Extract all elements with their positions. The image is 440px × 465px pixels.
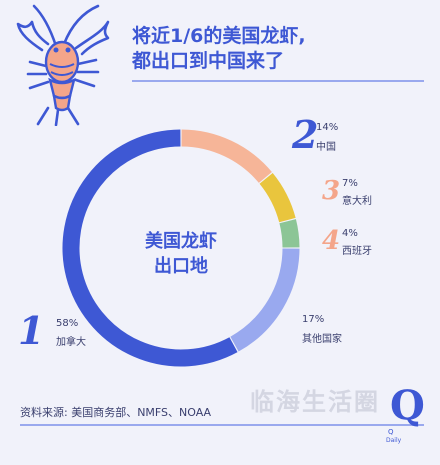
slice-name: 西班牙: [342, 246, 372, 257]
publisher-logo: Q Q Daily: [386, 382, 425, 456]
donut-slice-2: [259, 172, 296, 223]
donut-slice-1: [181, 129, 272, 184]
logo-subtitle: Q: [388, 428, 394, 436]
donut-slice-3: [279, 219, 300, 248]
lobster-illustration-icon: [16, 4, 110, 126]
center-label-line-2: 出口地: [154, 256, 208, 277]
slice-percent: 17%: [302, 314, 325, 325]
chart-title-line-2: 都出口到中国来了: [132, 50, 285, 72]
slice-percent: 14%: [316, 122, 339, 133]
slice-name: 加拿大: [56, 337, 86, 348]
rank-number: 3: [322, 176, 341, 206]
chart-title: 将近1/6的美国龙虾, 都出口到中国来了: [132, 24, 432, 74]
slice-name: 中国: [316, 142, 336, 153]
footer-divider: [20, 424, 424, 426]
source-note: 资料来源: 美国商务部、NMFS、NOAA: [20, 406, 212, 419]
rank-number: 4: [322, 226, 341, 256]
slice-name: 意大利: [342, 196, 372, 207]
logo-mark: Q: [390, 382, 425, 429]
slice-percent: 7%: [342, 178, 358, 189]
chart-title-line-1: 将近1/6的美国龙虾,: [132, 25, 306, 47]
donut-slice-4: [230, 248, 300, 352]
donut-center-label: 美国龙虾 出口地: [121, 229, 241, 279]
slice-percent: 58%: [56, 318, 79, 329]
watermark-text: 临海生活圈: [250, 388, 380, 416]
rank-number: 1: [18, 308, 45, 353]
center-label-line-1: 美国龙虾: [145, 231, 217, 252]
title-divider: [132, 80, 424, 82]
logo-caption: Daily: [386, 437, 402, 444]
slice-name: 其他国家: [302, 334, 342, 345]
rank-number: 2: [292, 112, 319, 157]
slice-percent: 4%: [342, 228, 358, 239]
donut-slice-0: [62, 129, 238, 367]
